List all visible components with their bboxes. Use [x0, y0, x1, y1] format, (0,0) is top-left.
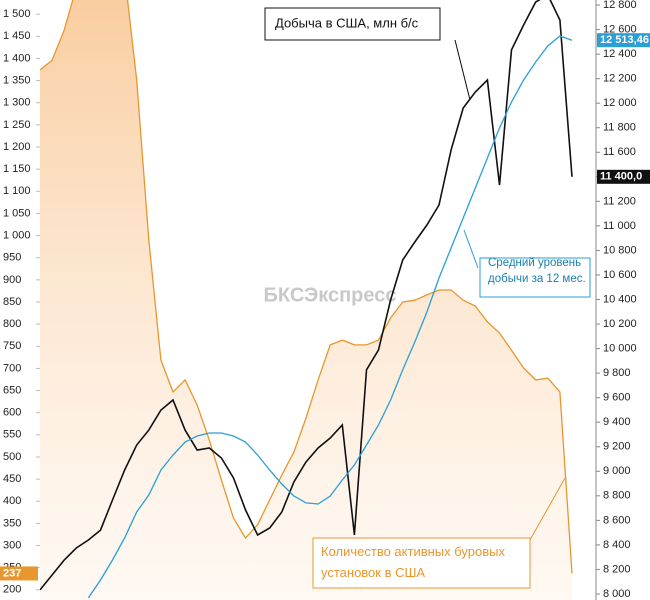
y2-tick-label: 9 600 — [603, 392, 631, 404]
y2-tick-label: 8 000 — [603, 588, 631, 600]
y-tick-label: 800 — [3, 318, 21, 330]
y-tick-label: 350 — [3, 517, 21, 529]
y-tick-label: 300 — [3, 539, 21, 551]
y-tick-label: 1 350 — [3, 74, 31, 86]
y-tick-label: 1 250 — [3, 119, 31, 131]
y-tick-label: 600 — [3, 407, 21, 419]
y-tick-label: 1 400 — [3, 52, 31, 64]
y2-tick-label: 10 800 — [603, 244, 637, 256]
y-tick-label: 400 — [3, 495, 21, 507]
y2-tick-label: 9 800 — [603, 367, 631, 379]
y-tick-label: 1 100 — [3, 185, 31, 197]
y2-tick-label: 8 600 — [603, 514, 631, 526]
y2-tick-label: 10 200 — [603, 318, 637, 330]
y2-tick-label: 12 000 — [603, 97, 637, 109]
last-value-label: 237 — [3, 567, 21, 579]
legend-label: установок в США — [321, 565, 425, 580]
y-tick-label: 700 — [3, 362, 21, 374]
legend-label: Количество активных буровых — [321, 544, 505, 559]
y-tick-label: 1 000 — [3, 229, 31, 241]
y-tick-label: 1 050 — [3, 207, 31, 219]
legend-label: Средний уровень — [488, 257, 581, 269]
last-value-badge — [597, 169, 650, 184]
y2-tick-label: 10 600 — [603, 269, 637, 281]
y2-tick-label: 9 400 — [603, 416, 631, 428]
y2-tick-label: 12 200 — [603, 73, 637, 85]
y2-tick-label: 8 200 — [603, 563, 631, 575]
y-tick-label: 500 — [3, 451, 21, 463]
y-tick-label: 1 300 — [3, 97, 31, 109]
y-tick-label: 900 — [3, 274, 21, 286]
y2-tick-label: 10 000 — [603, 342, 637, 354]
y-tick-label: 950 — [3, 252, 21, 264]
y-tick-label: 550 — [3, 429, 21, 441]
y-tick-label: 750 — [3, 340, 21, 352]
y-tick-label: 850 — [3, 296, 21, 308]
y-tick-label: 1 500 — [3, 8, 31, 20]
y-tick-label: 1 150 — [3, 163, 31, 175]
line — [40, 0, 573, 574]
y2-tick-label: 12 800 — [603, 0, 637, 11]
y2-tick-label: 10 400 — [603, 293, 637, 305]
legend-label: добычи за 12 мес. — [488, 273, 586, 285]
line — [87, 35, 573, 599]
y2-tick-label: 11 200 — [603, 195, 636, 207]
y2-tick-label: 8 800 — [603, 490, 631, 502]
y-tick-label: 1 450 — [3, 30, 31, 42]
y-tick-label: 200 — [3, 584, 21, 596]
y2-tick-label: 11 600 — [603, 146, 636, 158]
annotation-box — [479, 257, 591, 298]
line — [40, 0, 573, 591]
annotation-box — [312, 537, 531, 589]
last-value-label: 11 400,0 — [600, 171, 642, 183]
y-tick-label: 1 200 — [3, 141, 31, 153]
y2-tick-label: 8 400 — [603, 539, 631, 551]
last-value-badge — [0, 566, 38, 581]
legend-label: Добыча в США, млн б/с — [275, 15, 419, 30]
last-value-label: 12 513,46 — [600, 34, 649, 46]
last-value-badge — [597, 33, 650, 48]
watermark: БКСЭкспресс — [264, 284, 397, 306]
y2-tick-label: 11 000 — [603, 220, 636, 232]
y-tick-label: 650 — [3, 384, 21, 396]
connector — [529, 477, 566, 541]
y2-tick-label: 12 400 — [603, 48, 637, 60]
y2-tick-label: 11 800 — [603, 122, 636, 134]
y-tick-label: 450 — [3, 473, 21, 485]
y2-tick-label: 9 200 — [603, 441, 631, 453]
y2-tick-label: 9 000 — [603, 465, 631, 477]
annotation-box — [264, 7, 441, 41]
y2-tick-label: 12 600 — [603, 23, 637, 35]
plot-area — [40, 0, 573, 600]
connector — [463, 229, 479, 269]
connector — [454, 39, 471, 101]
area — [40, 0, 572, 600]
